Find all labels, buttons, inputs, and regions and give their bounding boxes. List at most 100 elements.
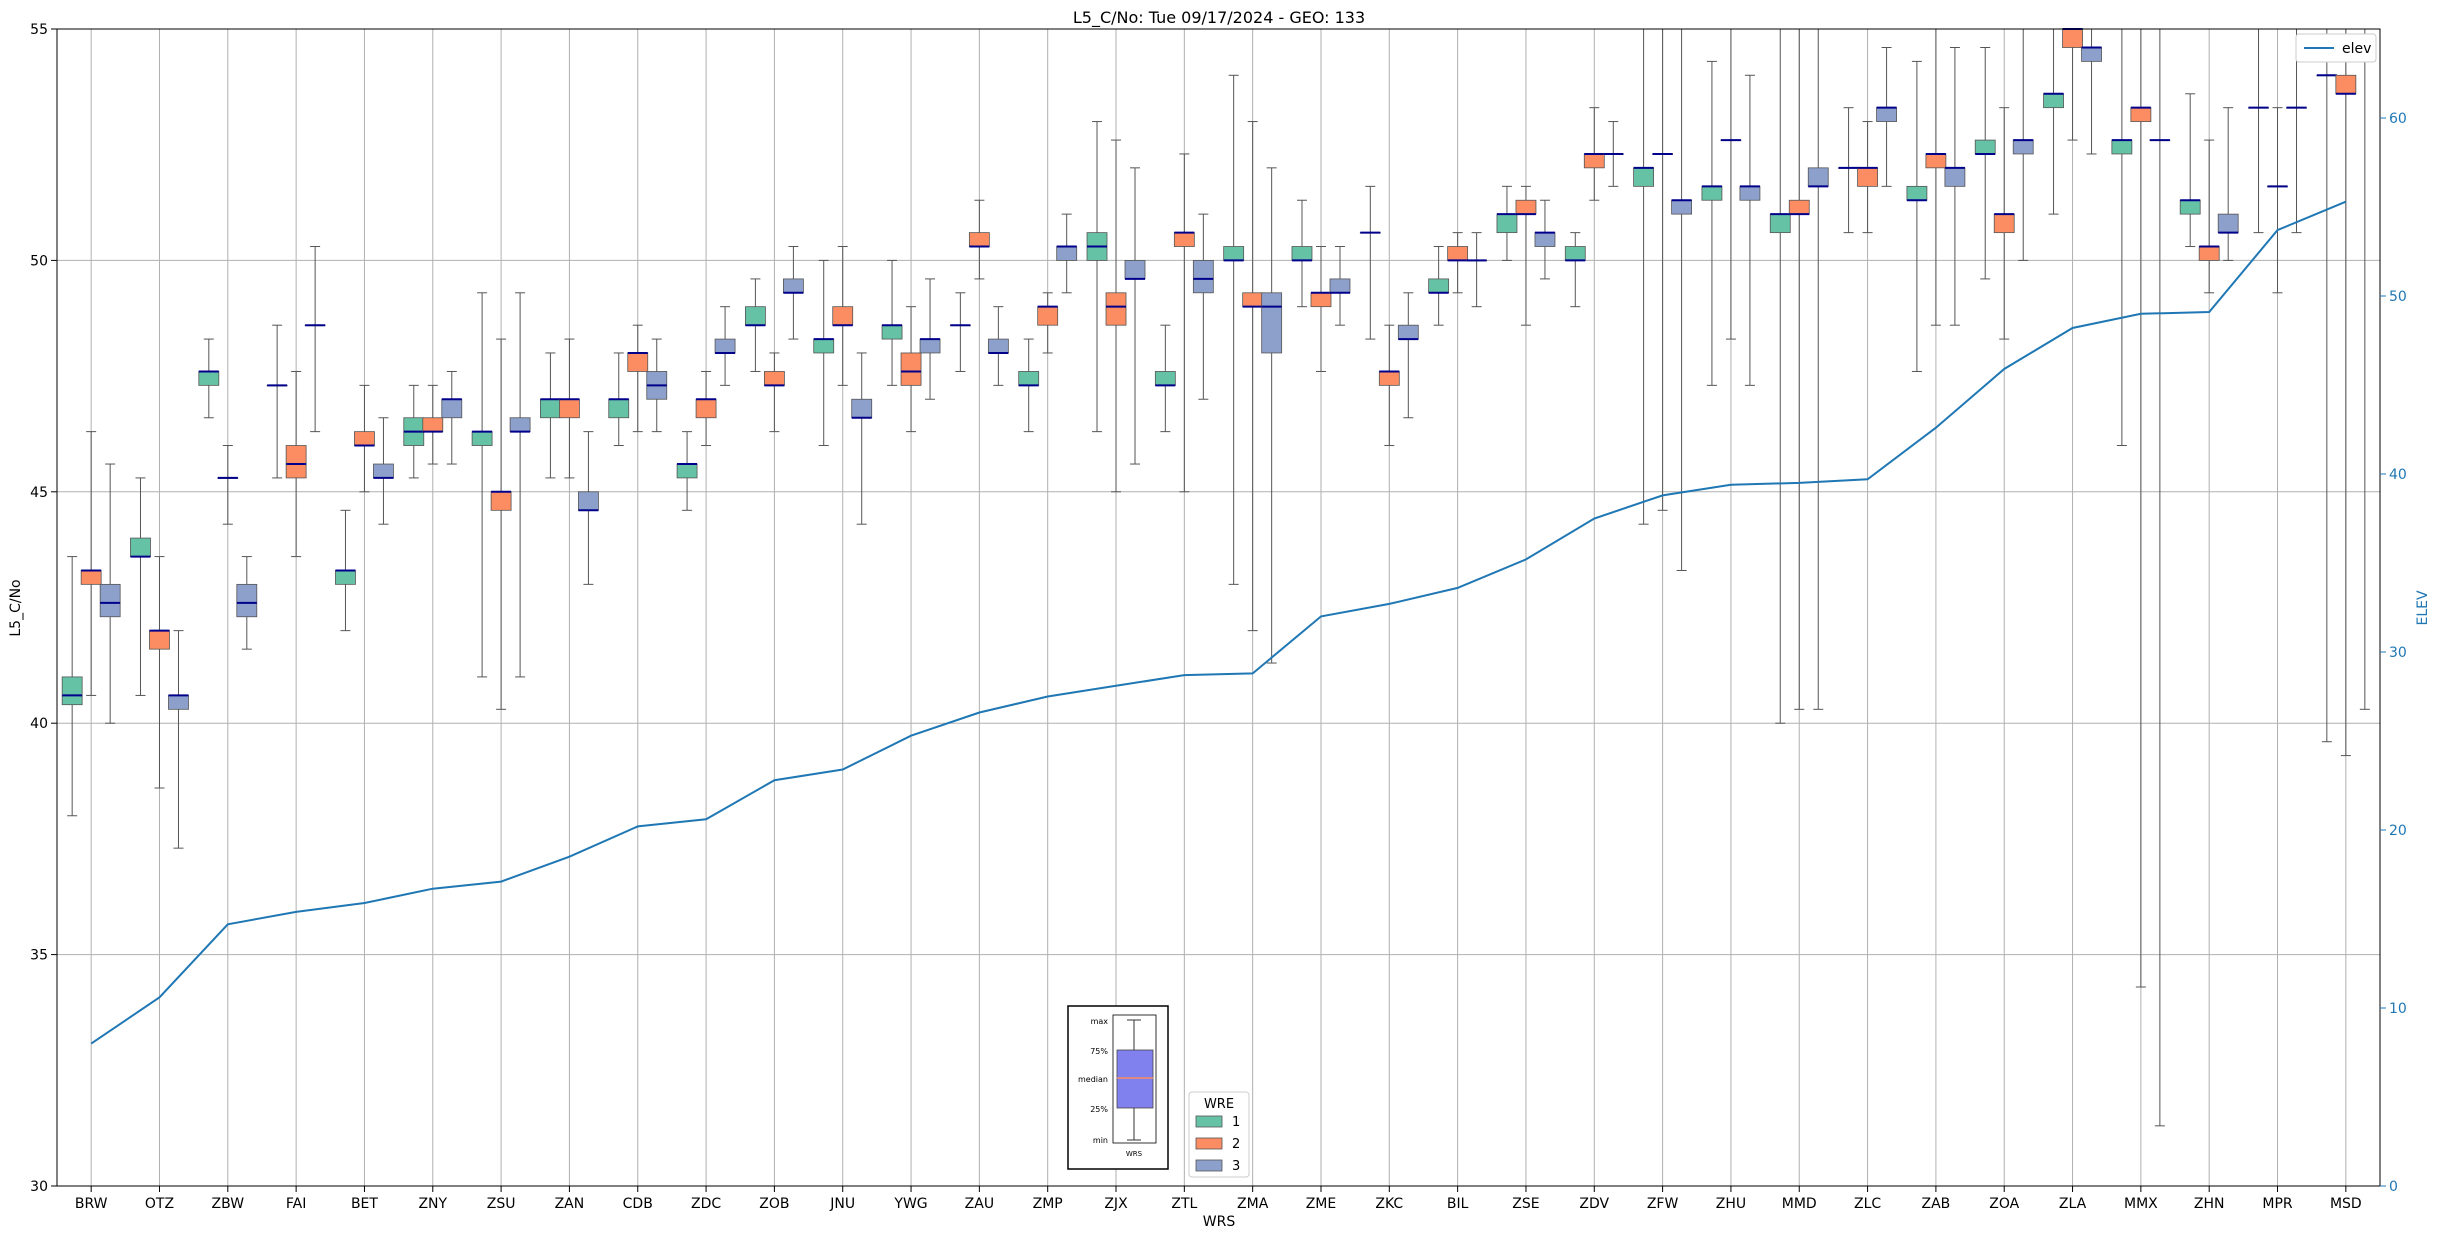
y-tick-label: 30 bbox=[30, 1179, 48, 1195]
box-cdb-wre3 bbox=[646, 338, 668, 433]
inset-box-legend: max 75% median 25% min WRS bbox=[1067, 1005, 1169, 1170]
box-jnu-wre1 bbox=[813, 259, 835, 447]
box-iqr bbox=[2081, 47, 2102, 62]
box-iqr bbox=[968, 232, 990, 247]
box-iqr bbox=[130, 537, 151, 557]
box-zan-wre3 bbox=[578, 431, 599, 585]
box-mpr-wre1 bbox=[2248, 29, 2269, 234]
box-iqr bbox=[1974, 139, 1996, 155]
box-iqr bbox=[2062, 28, 2083, 48]
box-zse-wre3 bbox=[1534, 199, 1556, 280]
box-iqr bbox=[2217, 213, 2239, 234]
x-tick-label: ZDV bbox=[1579, 1196, 1609, 1212]
y2-tick-label: 60 bbox=[2389, 111, 2407, 127]
box-zlc-wre3 bbox=[1876, 47, 1897, 187]
box-zhn-wre3 bbox=[2217, 107, 2239, 261]
wre-legend-swatch-2 bbox=[1195, 1137, 1223, 1150]
x-tick-label: MPR bbox=[2262, 1196, 2293, 1212]
x-tick-label: BRW bbox=[75, 1196, 108, 1212]
box-zan-wre1 bbox=[540, 352, 561, 479]
box-mpr-wre2 bbox=[2267, 107, 2288, 294]
x-tick-label: ZME bbox=[1306, 1196, 1337, 1212]
box-iqr bbox=[1564, 246, 1586, 261]
x-tick-label: ZHN bbox=[2194, 1196, 2225, 1212]
box-bet-wre2 bbox=[354, 384, 375, 493]
x-tick-label: ZHU bbox=[1716, 1196, 1746, 1212]
box-iqr bbox=[714, 338, 736, 354]
box-zma-wre1 bbox=[1223, 74, 1245, 585]
inset-label-q3: 75% bbox=[1090, 1047, 1108, 1056]
box-iqr bbox=[763, 371, 785, 386]
box-bil-wre1 bbox=[1428, 246, 1450, 326]
box-iqr bbox=[373, 463, 394, 479]
box-iqr bbox=[1496, 213, 1518, 234]
box-zob-wre2 bbox=[763, 352, 785, 433]
box-iqr bbox=[2012, 139, 2034, 155]
box-iqr bbox=[1583, 153, 1605, 169]
x-tick-label: ZLA bbox=[2059, 1196, 2087, 1212]
box-iqr bbox=[354, 431, 375, 446]
box-iqr bbox=[744, 306, 766, 326]
x-tick-label: ZMA bbox=[1237, 1196, 1269, 1212]
box-iqr bbox=[1310, 292, 1332, 308]
box-msd-wre3 bbox=[2354, 29, 2376, 710]
x-tick-label: MMX bbox=[2124, 1196, 2158, 1212]
y2-axis-label: ELEV bbox=[2415, 590, 2431, 625]
box-iqr bbox=[919, 338, 941, 354]
box-iqr bbox=[2335, 74, 2357, 95]
box-zlc-wre1 bbox=[1838, 107, 1859, 234]
box-zla-wre2 bbox=[2062, 28, 2083, 141]
box-zse-wre2 bbox=[1515, 185, 1537, 326]
x-axis-label: WRS bbox=[1203, 1214, 1236, 1230]
box-zbw-wre2 bbox=[217, 445, 239, 525]
box-iqr bbox=[1944, 167, 1966, 187]
box-zjx-wre3 bbox=[1124, 167, 1146, 465]
box-iqr bbox=[335, 570, 356, 585]
box-zfw-wre1 bbox=[1633, 29, 1655, 525]
box-iqr bbox=[1242, 292, 1264, 308]
box-iqr bbox=[1056, 246, 1078, 261]
box-ztl-wre1 bbox=[1154, 324, 1176, 433]
box-cdb-wre1 bbox=[608, 352, 630, 447]
y-axis-right: 0 10 20 30 40 50 60 bbox=[2380, 111, 2407, 1195]
box-iqr bbox=[1633, 167, 1655, 187]
x-tick-label: ZAB bbox=[1922, 1196, 1951, 1212]
box-zhu-wre1 bbox=[1701, 60, 1723, 386]
box-iqr bbox=[1671, 199, 1693, 215]
elev-legend-label: elev bbox=[2342, 41, 2371, 57]
x-tick-label: FAI bbox=[286, 1196, 306, 1212]
box-zdc-wre3 bbox=[714, 306, 736, 386]
y2-tick-label: 10 bbox=[2389, 1001, 2407, 1017]
box-otz-wre3 bbox=[168, 630, 189, 849]
grid-layer bbox=[57, 28, 2380, 1187]
box-iqr bbox=[832, 306, 854, 326]
wre-legend-label-3: 3 bbox=[1232, 1159, 1240, 1174]
x-tick-label: ZFW bbox=[1647, 1196, 1679, 1212]
wre-legend: WRE 1 2 3 bbox=[1188, 1091, 1250, 1178]
box-iqr bbox=[782, 278, 804, 294]
box-zoa-wre1 bbox=[1974, 47, 1996, 280]
box-iqr bbox=[1154, 371, 1176, 386]
x-tick-label: ZTL bbox=[1171, 1196, 1197, 1212]
box-zkc-wre1 bbox=[1359, 185, 1381, 340]
box-iqr bbox=[881, 324, 903, 340]
y-tick-label: 50 bbox=[30, 253, 48, 269]
wre-legend-label-2: 2 bbox=[1232, 1137, 1240, 1152]
inset-box bbox=[1116, 1049, 1154, 1109]
box-iqr bbox=[1378, 371, 1400, 386]
y2-tick-label: 50 bbox=[2389, 289, 2407, 305]
box-iqr bbox=[900, 352, 922, 386]
box-iqr bbox=[559, 398, 580, 419]
box-iqr bbox=[1291, 246, 1313, 261]
y-axis-left: 30 35 40 45 50 55 bbox=[30, 22, 57, 1195]
box-iqr bbox=[1173, 232, 1195, 247]
inset-inner-frame bbox=[1112, 1014, 1157, 1144]
box-iqr bbox=[1105, 292, 1127, 326]
x-tick-label: JNU bbox=[829, 1196, 855, 1212]
box-msd-wre1 bbox=[2316, 29, 2338, 743]
box-zmp-wre1 bbox=[1018, 338, 1040, 433]
box-zan-wre2 bbox=[559, 338, 580, 479]
box-iqr bbox=[1906, 185, 1928, 201]
x-tick-label: ZKC bbox=[1375, 1196, 1403, 1212]
y-tick-label: 55 bbox=[30, 22, 48, 38]
